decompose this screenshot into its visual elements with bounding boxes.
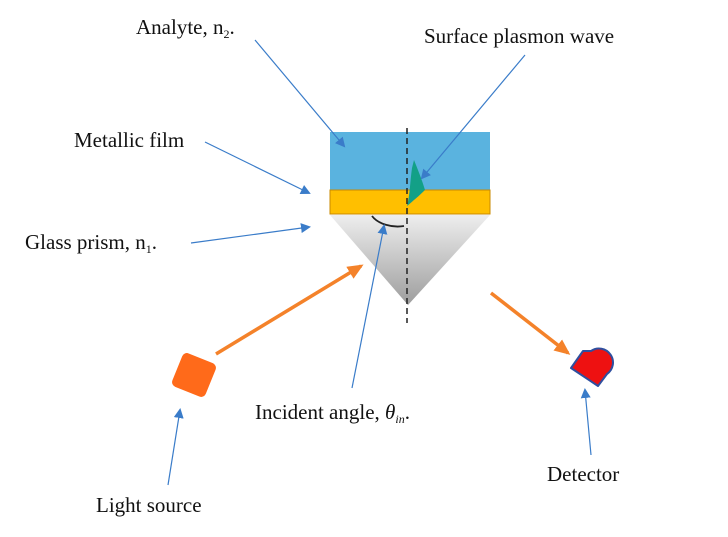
- analyte-layer: [330, 132, 490, 191]
- reflected-light-beam: [489, 291, 571, 355]
- incident-angle-pointer-arrow: [351, 224, 388, 389]
- detector-pointer-arrow: [580, 388, 592, 456]
- detector-label: Detector: [547, 462, 620, 486]
- detector-shape: [570, 347, 614, 387]
- surface-plasmon-wave-label: Surface plasmon wave: [424, 24, 615, 48]
- incident-light-beam: [215, 264, 364, 356]
- light-source-label: Light source: [96, 493, 202, 517]
- glass-prism-label: Glass prism, n1.: [25, 230, 157, 256]
- metallic-film-label: Metallic film: [74, 128, 185, 152]
- surface-plasmon-pointer-arrow: [420, 54, 526, 180]
- glass-prism: [330, 215, 490, 305]
- glass-prism-pointer-arrow: [190, 223, 311, 244]
- incident-angle-label: Incident angle, θin.: [255, 400, 410, 426]
- analyte-label: Analyte, n2.: [136, 15, 235, 41]
- light-source-pointer-arrow: [167, 408, 184, 486]
- metallic-film-pointer-arrow: [204, 141, 311, 194]
- analyte-pointer-arrow: [254, 39, 346, 148]
- surface-plasmon-wave-shape: [407, 160, 425, 206]
- light-source-shape: [172, 353, 216, 397]
